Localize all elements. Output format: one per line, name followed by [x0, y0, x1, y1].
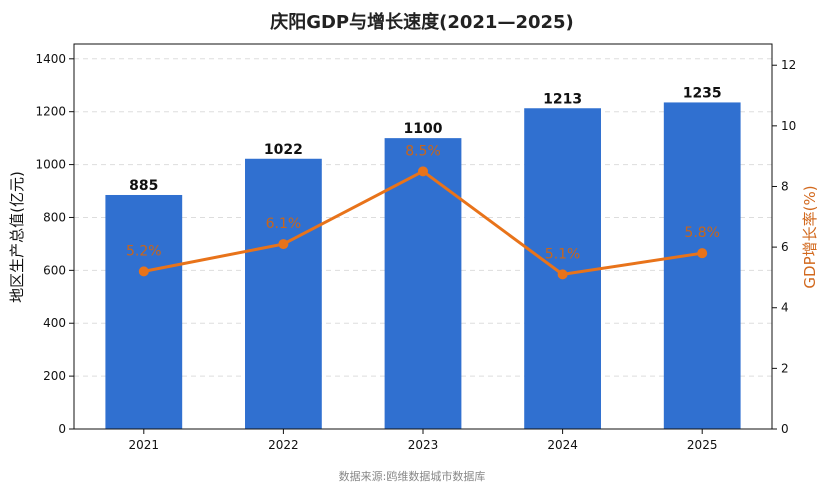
x-tick-label: 2025 — [687, 438, 718, 452]
bar-2025 — [663, 102, 741, 429]
bar-value-label: 1100 — [404, 121, 443, 137]
x-tick-label: 2022 — [268, 438, 299, 452]
y-tick-label-left: 1000 — [35, 158, 66, 172]
y-tick-label-right: 8 — [781, 179, 789, 193]
growth-point-2024 — [557, 269, 568, 280]
bar-value-label: 1022 — [264, 142, 303, 158]
y-axis-label-left: 地区生产总值(亿元) — [8, 171, 26, 303]
bars — [105, 102, 741, 429]
y-axis-label-right: GDP增长率(%) — [801, 185, 819, 288]
bar-value-label: 1213 — [543, 91, 582, 107]
y-tick-label-left: 600 — [43, 263, 66, 277]
chart-title: 庆阳GDP与增长速度(2021—2025) — [270, 11, 574, 33]
y-tick-label-right: 0 — [781, 422, 789, 436]
growth-point-2021 — [138, 266, 149, 277]
y-tick-label-left: 400 — [43, 316, 66, 330]
bar-value-label: 885 — [129, 178, 158, 194]
y-tick-label-left: 0 — [58, 422, 66, 436]
growth-point-2023 — [418, 166, 428, 177]
growth-value-label: 6.1% — [266, 216, 302, 232]
growth-value-label: 5.1% — [545, 246, 581, 262]
data-labels: 885 1022 1100 1213 1235 5.2% 6.1% 8.5% 5.1% 5.8% — [126, 85, 722, 262]
y-tick-label-left: 1200 — [35, 105, 66, 119]
y-tick-label-right: 6 — [781, 240, 789, 254]
y-tick-label-left: 200 — [43, 369, 66, 383]
y-tick-label-right: 4 — [781, 301, 789, 315]
bar-2021 — [105, 194, 183, 429]
x-tick-label: 2023 — [408, 438, 439, 452]
axes: 0 200 400 600 800 1000 1200 1400 0 2 4 6 8 10 12 2021 20… — [35, 43, 796, 452]
bar-2024 — [524, 108, 601, 429]
y-tick-label-right: 2 — [781, 361, 789, 375]
growth-value-label: 5.2% — [126, 243, 162, 259]
growth-line — [138, 166, 708, 280]
growth-value-label: 8.5% — [405, 143, 441, 159]
x-tick-label: 2024 — [547, 438, 578, 452]
y-tick-label-right: 10 — [781, 119, 796, 133]
y-tick-label-right: 12 — [781, 58, 796, 72]
bar-2023 — [384, 138, 462, 429]
y-tick-label-left: 1400 — [35, 52, 66, 66]
growth-point-2025 — [697, 248, 708, 259]
bar-value-label: 1235 — [683, 85, 722, 101]
growth-point-2022 — [278, 239, 289, 250]
x-tick-label: 2021 — [129, 438, 160, 452]
source-note: 数据来源:鸥维数据城市数据库 — [339, 469, 486, 483]
growth-value-label: 5.8% — [684, 225, 720, 241]
y-tick-label-left: 800 — [43, 210, 66, 224]
bar-2022 — [245, 158, 322, 429]
